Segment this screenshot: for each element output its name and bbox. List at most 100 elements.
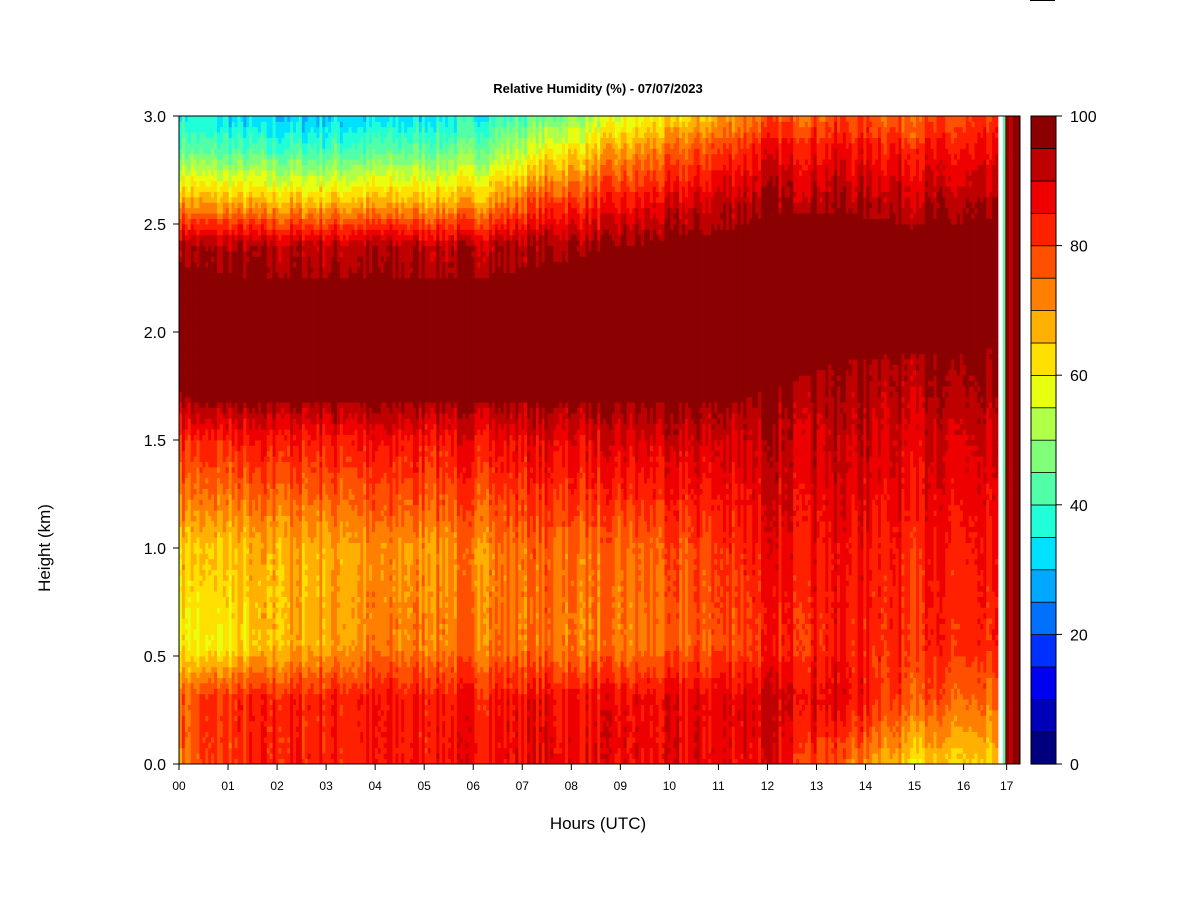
heatmap-cell	[185, 613, 188, 619]
heatmap-cell	[252, 489, 255, 495]
heatmap-cell	[255, 359, 258, 365]
heatmap-cell	[188, 467, 191, 473]
heatmap-cell	[270, 548, 273, 554]
heatmap-cell	[267, 597, 270, 603]
heatmap-cell	[214, 651, 217, 657]
heatmap-cell	[278, 278, 281, 284]
heatmap-cell	[229, 424, 232, 430]
heatmap-cell	[293, 267, 296, 273]
heatmap-cell	[185, 694, 188, 700]
heatmap-cell	[270, 532, 273, 538]
heatmap-cell	[287, 618, 290, 624]
heatmap-cell	[255, 445, 258, 451]
heatmap-cell	[226, 429, 229, 435]
heatmap-cell	[199, 732, 202, 738]
heatmap-cell	[240, 624, 243, 630]
heatmap-cell	[287, 121, 290, 127]
heatmap-cell	[281, 553, 284, 559]
heatmap-cell	[255, 310, 258, 316]
heatmap-cell	[258, 435, 261, 441]
heatmap-cell	[226, 283, 229, 289]
heatmap-cell	[194, 602, 197, 608]
heatmap-cell	[223, 154, 226, 160]
heatmap-cell	[270, 397, 273, 403]
heatmap-cell	[235, 602, 238, 608]
heatmap-cell	[267, 413, 270, 419]
heatmap-cell	[290, 116, 293, 122]
heatmap-cell	[208, 364, 211, 370]
heatmap-cell	[223, 586, 226, 592]
heatmap-cell	[182, 688, 185, 694]
heatmap-cell	[252, 251, 255, 257]
heatmap-cell	[199, 721, 202, 727]
heatmap-cell	[217, 386, 220, 392]
heatmap-cell	[182, 672, 185, 678]
heatmap-cell	[290, 580, 293, 586]
heatmap-cell	[240, 273, 243, 279]
heatmap-cell	[252, 359, 255, 365]
heatmap-cell	[293, 737, 296, 743]
heatmap-cell	[194, 467, 197, 473]
heatmap-cell	[229, 667, 232, 673]
heatmap-cell	[246, 726, 249, 732]
heatmap-cell	[240, 705, 243, 711]
heatmap-cell	[194, 273, 197, 279]
heatmap-cell	[232, 537, 235, 543]
heatmap-cell	[214, 629, 217, 635]
heatmap-cell	[296, 418, 299, 424]
heatmap-cell	[299, 683, 302, 689]
heatmap-cell	[182, 413, 185, 419]
heatmap-cell	[273, 283, 276, 289]
heatmap-cell	[249, 634, 252, 640]
heatmap-cell	[276, 553, 279, 559]
heatmap-cell	[299, 521, 302, 527]
heatmap-cell	[264, 737, 267, 743]
heatmap-cell	[197, 305, 200, 311]
heatmap-cell	[252, 159, 255, 165]
heatmap-cell	[270, 370, 273, 376]
heatmap-cell	[261, 559, 264, 565]
heatmap-cell	[182, 742, 185, 748]
heatmap-cell	[235, 645, 238, 651]
heatmap-cell	[249, 402, 252, 408]
heatmap-cell	[261, 656, 264, 662]
heatmap-cell	[194, 375, 197, 381]
heatmap-cell	[191, 116, 194, 122]
heatmap-cell	[264, 235, 267, 241]
heatmap-cell	[208, 478, 211, 484]
heatmap-cell	[270, 629, 273, 635]
heatmap-cell	[232, 283, 235, 289]
heatmap-cell	[197, 316, 200, 322]
heatmap-cell	[238, 607, 241, 613]
heatmap-cell	[229, 246, 232, 252]
heatmap-cell	[226, 132, 229, 138]
heatmap-cell	[270, 737, 273, 743]
heatmap-cell	[194, 251, 197, 257]
heatmap-cell	[240, 424, 243, 430]
heatmap-cell	[191, 467, 194, 473]
heatmap-cell	[214, 278, 217, 284]
heatmap-cell	[199, 483, 202, 489]
heatmap-cell	[243, 656, 246, 662]
heatmap-cell	[205, 699, 208, 705]
heatmap-cell	[208, 440, 211, 446]
heatmap-cell	[235, 618, 238, 624]
heatmap-cell	[226, 440, 229, 446]
heatmap-cell	[232, 462, 235, 468]
heatmap-cell	[217, 532, 220, 538]
heatmap-cell	[238, 267, 241, 273]
heatmap-cell	[273, 413, 276, 419]
heatmap-cell	[243, 505, 246, 511]
heatmap-cell	[223, 672, 226, 678]
heatmap-cell	[220, 618, 223, 624]
heatmap-cell	[270, 202, 273, 208]
heatmap-cell	[226, 732, 229, 738]
heatmap-cell	[287, 435, 290, 441]
heatmap-cell	[199, 613, 202, 619]
heatmap-cell	[284, 645, 287, 651]
heatmap-cell	[223, 505, 226, 511]
heatmap-cell	[270, 559, 273, 565]
heatmap-cell	[202, 602, 205, 608]
heatmap-cell	[238, 737, 241, 743]
heatmap-cell	[211, 721, 214, 727]
